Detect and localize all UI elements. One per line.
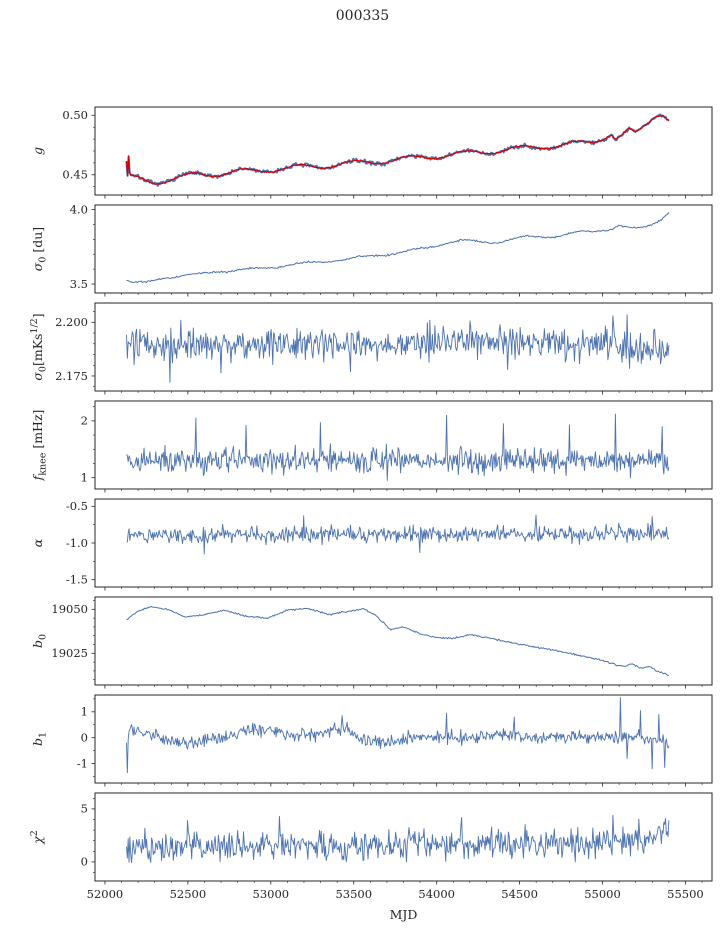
x-tick-label: 53000	[253, 887, 290, 901]
y-axis-label: fknee [mHz]	[30, 410, 49, 482]
panel-frame	[94, 302, 713, 392]
fknee-line	[126, 413, 670, 481]
chart-panel-fknee: 1 2 fknee [mHz]	[30, 400, 713, 493]
x-tick-label: 54000	[418, 887, 455, 901]
y-axis-label: b1	[30, 732, 49, 746]
y-tick-label: -1	[77, 756, 88, 770]
y-tick-label: 4.0	[70, 202, 88, 216]
y-tick-label: -0.5	[66, 499, 88, 513]
y-tick-label: -1.0	[66, 536, 88, 550]
y-axis-label: σ0 [du]	[30, 227, 49, 271]
chart-panel-b0: 19025 19050 b0	[30, 596, 713, 689]
x-tick-label: 53500	[335, 887, 372, 901]
b1-line	[126, 697, 670, 774]
g-fit-line	[125, 114, 670, 185]
x-tick-label: 54500	[501, 887, 538, 901]
y-axis-label: g	[30, 147, 45, 155]
x-tick-label: 55000	[584, 887, 621, 901]
y-tick-label: 19050	[51, 602, 88, 616]
y-tick-label: 5	[81, 802, 88, 816]
y-tick-label: 1	[81, 705, 88, 719]
panel-frame	[94, 792, 713, 882]
y-tick-label: 0	[81, 855, 88, 869]
chart-panel-sigma0-du: 3.5 4.0 σ0 [du]	[30, 202, 713, 297]
panel-frame	[94, 204, 713, 294]
b0-line	[126, 606, 670, 677]
panel-frame	[94, 400, 713, 490]
y-tick-label: 1	[81, 470, 88, 484]
y-tick-label: 19025	[51, 646, 88, 660]
chart-panel-alpha: -1.5 -1.0 -0.5 α	[30, 498, 713, 591]
chart-panel-sigma0-mks: 2.175 2.200 σ0[mKs1/2]	[29, 302, 713, 395]
sigma0-du-line	[126, 212, 670, 284]
chart-panel-g-raw: 0.45 0.50 g	[30, 106, 713, 199]
y-tick-label: 0.50	[62, 108, 88, 122]
chi2-line	[126, 814, 670, 864]
x-axis-label: MJD	[390, 907, 418, 922]
y-tick-label: 2.175	[55, 369, 88, 383]
y-tick-label: 0.45	[62, 168, 88, 182]
panel-frame	[94, 498, 713, 588]
y-tick-label: 2.200	[55, 315, 88, 329]
panel-frame	[94, 596, 713, 686]
panel-frame	[94, 694, 713, 784]
x-tick-label: 52500	[170, 887, 207, 901]
y-tick-label: 0	[81, 731, 88, 745]
y-axis-label: b0	[30, 634, 49, 648]
y-tick-label: -1.5	[66, 572, 88, 586]
g-raw-line	[125, 113, 670, 187]
sigma0-mks-line	[126, 314, 670, 383]
y-axis-label: σ0[mKs1/2]	[29, 313, 49, 380]
x-tick-label: 52000	[87, 887, 124, 901]
y-axis-label: χ2	[29, 830, 45, 845]
alpha-line	[126, 514, 670, 555]
chart-panel-chi2: 0 5 χ2	[29, 792, 713, 885]
y-tick-label: 3.5	[70, 277, 88, 291]
chart-panel-b1: -1 0 1 b1	[30, 694, 713, 787]
y-tick-label: 2	[81, 414, 88, 428]
x-tick-label: 55500	[667, 887, 704, 901]
figure-title: 000335	[335, 8, 390, 24]
panel-frame	[94, 106, 713, 196]
y-axis-label: α	[30, 538, 45, 547]
